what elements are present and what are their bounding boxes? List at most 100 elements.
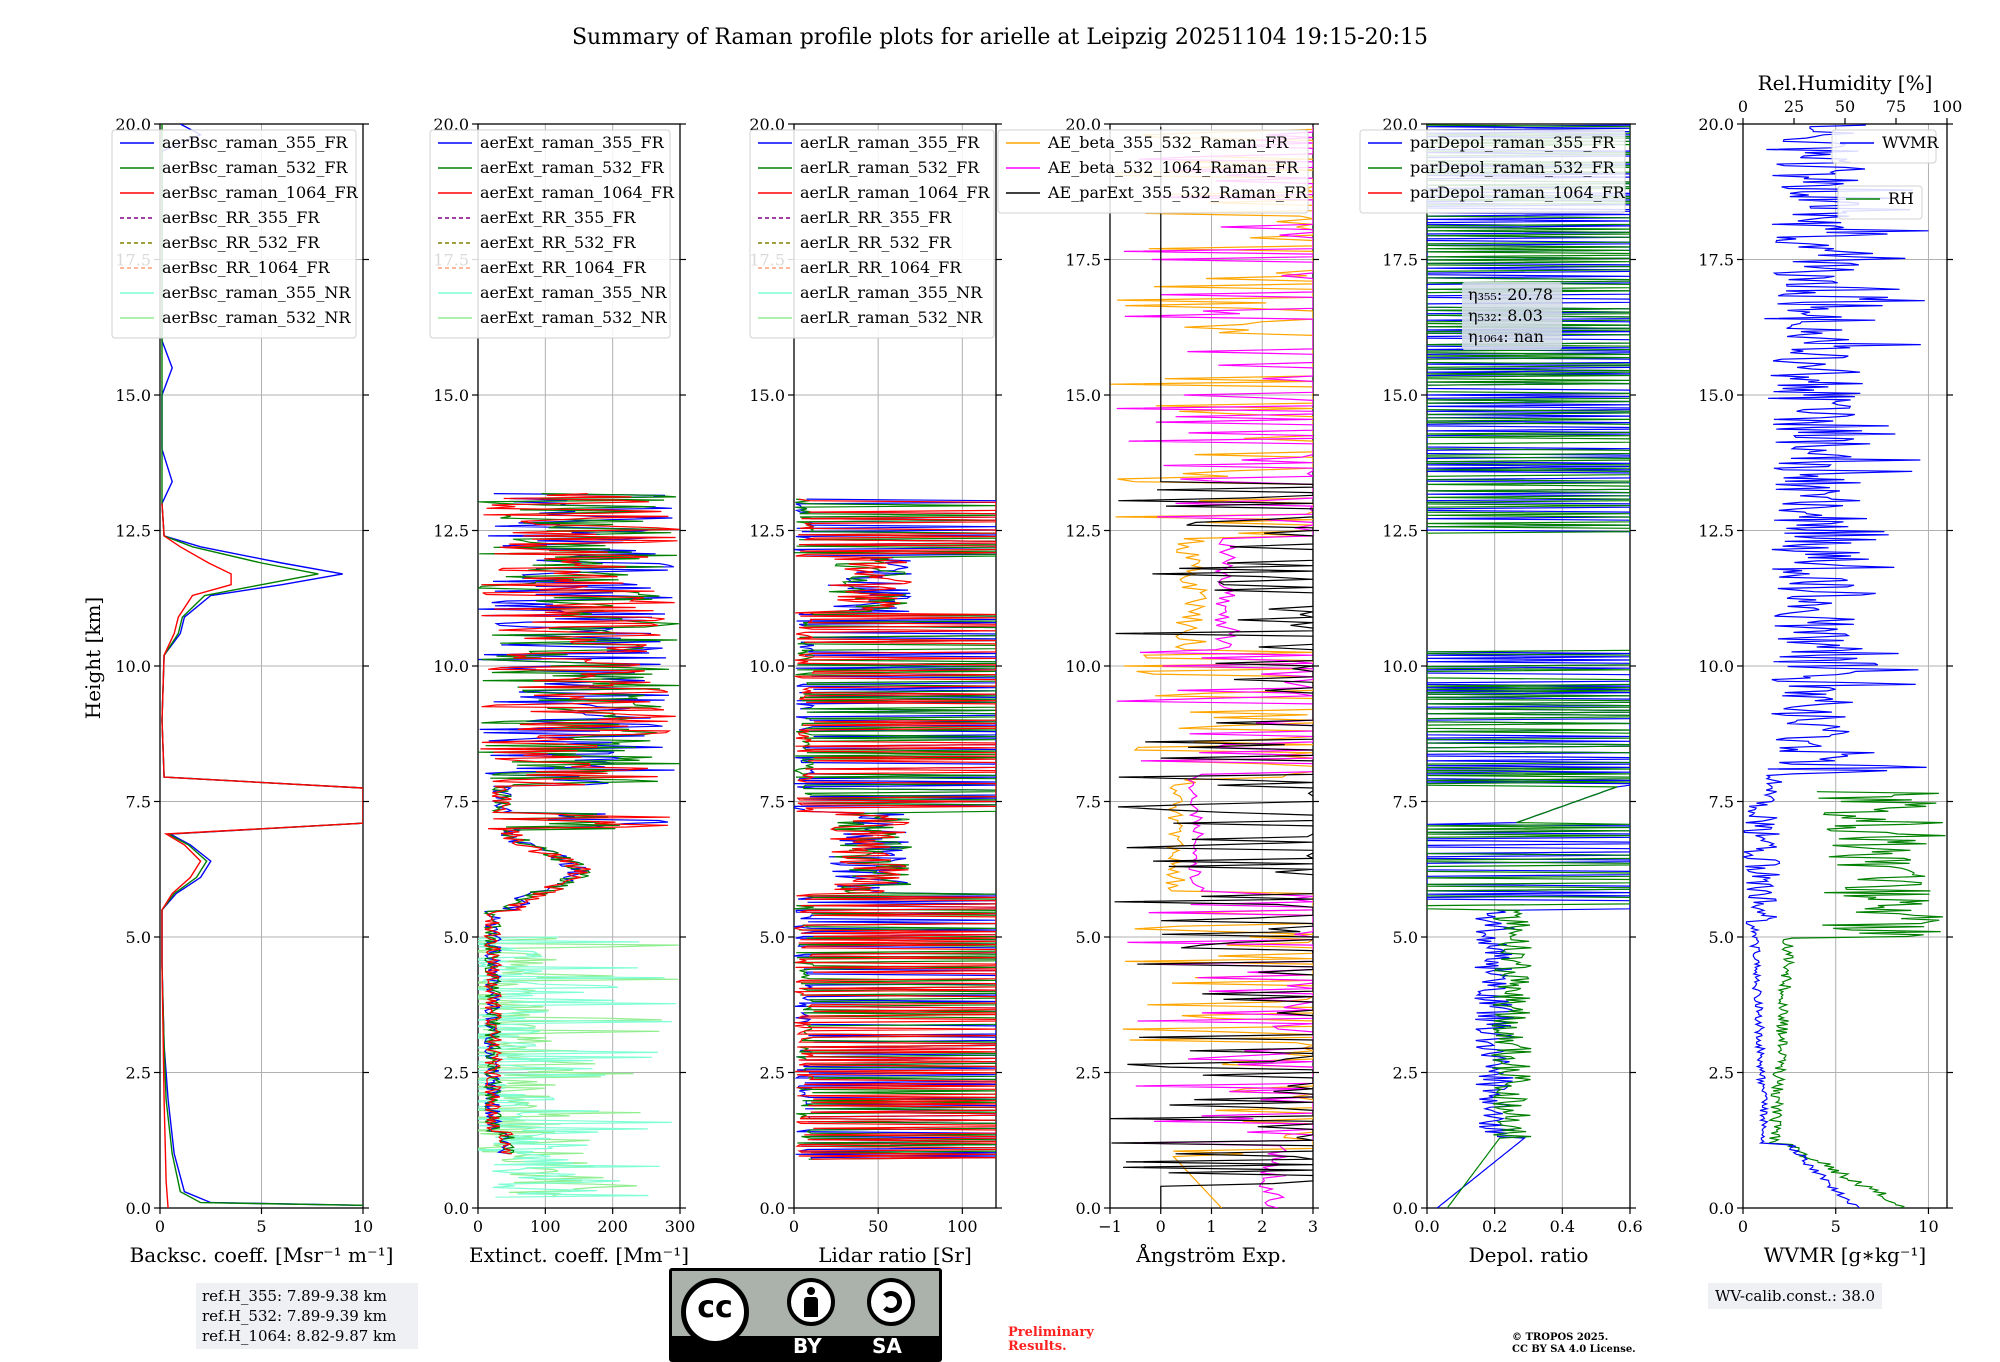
legend-entry: aerBsc_raman_355_NR (162, 283, 351, 302)
legend-entry: aerLR_raman_1064_FR (800, 183, 990, 202)
y-tick-label: 12.5 (1382, 522, 1418, 541)
eta-1064: η₁₀₆₄: nan (1468, 327, 1544, 346)
cc-license-badge: cc BY SA (669, 1268, 942, 1362)
x-tick-label: 5 (256, 1217, 266, 1236)
y-tick-label: 10.0 (1065, 657, 1101, 676)
panel-5: 0.0 2.5 5.0 7.5 10.0 12.5 15.0 17.5 20.0 0.0 0.2 0.… (1359, 115, 1643, 1267)
legend-entry: aerBsc_raman_1064_FR (162, 183, 359, 202)
y-tick-label: 17.5 (1382, 251, 1418, 270)
x-axis-label: Extinct. coeff. [Mm⁻¹] (469, 1243, 689, 1267)
legend-entry: parDepol_raman_532_FR (1410, 158, 1616, 177)
y-tick-label: 10.0 (1698, 657, 1734, 676)
legend-entry: RH (1888, 189, 1914, 208)
x-tick-label: 0.4 (1550, 1217, 1575, 1236)
x-axis-label: Depol. ratio (1469, 1243, 1589, 1267)
legend-entry: parDepol_raman_355_FR (1410, 133, 1616, 152)
badge-sa-text: SA (872, 1334, 902, 1358)
x-tick-label: 0.2 (1482, 1217, 1507, 1236)
y-tick-label: 5.0 (760, 928, 785, 947)
legend-backscatter: aerBsc_raman_355_FR aerBsc_raman_532_FRae… (111, 129, 359, 339)
y-tick-label: 2.5 (1393, 1064, 1418, 1083)
series-aerBsc_raman_1064_FR (161, 503, 363, 1208)
y-tick-label: 5.0 (444, 928, 469, 947)
y-tick-label: 0.0 (1393, 1199, 1418, 1218)
top-x-tick-label: 50 (1835, 97, 1855, 116)
y-tick-label: 12.5 (1698, 522, 1734, 541)
x-axis-label: Backsc. coeff. [Msr⁻¹ m⁻¹] (130, 1243, 394, 1267)
y-tick-label: 7.5 (444, 793, 469, 812)
series-parDepol_raman_355_FR (1427, 650, 1630, 1208)
legend-entry: aerExt_RR_355_FR (480, 208, 637, 227)
y-axis-label: Height [km] (81, 597, 105, 719)
y-tick-label: 2.5 (1709, 1064, 1734, 1083)
panel-4: 0.0 2.5 5.0 7.5 10.0 12.5 15.0 17.5 20.0 −1 0 1 2 3 Ån… (997, 115, 1319, 1267)
x-tick-label: 5 (1831, 1217, 1841, 1236)
y-tick-label: 15.0 (1698, 386, 1734, 405)
cc-logo-icon: cc (681, 1278, 749, 1346)
y-tick-label: 12.5 (433, 522, 469, 541)
x-tick-label: 0 (789, 1217, 799, 1236)
y-tick-label: 20.0 (1065, 115, 1101, 134)
y-tick-label: 12.5 (749, 522, 785, 541)
top-x-tick-label: 25 (1784, 97, 1804, 116)
legend-entry: aerLR_raman_532_NR (800, 308, 983, 327)
y-tick-label: 7.5 (760, 793, 785, 812)
x-tick-label: 100 (947, 1217, 978, 1236)
y-tick-label: 0.0 (760, 1199, 785, 1218)
y-tick-label: 12.5 (115, 522, 151, 541)
series-aerExt_raman_1064_FR (480, 493, 680, 1155)
legend-entry: aerLR_RR_532_FR (800, 233, 952, 252)
panel-2: 0.02.55.07.510.012.515.017.520.001002003… (429, 115, 695, 1267)
y-tick-label: 17.5 (1698, 251, 1734, 270)
x-tick-label: 10 (353, 1217, 373, 1236)
x-axis-label: Lidar ratio [Sr] (818, 1243, 972, 1267)
x-axis-label: Ångström Exp. (1135, 1242, 1286, 1267)
legend-entry: AE_beta_532_1064_Raman_FR (1047, 158, 1299, 177)
legend-rh: RH (1837, 185, 1923, 220)
legend-entry: aerLR_raman_355_FR (800, 133, 980, 152)
legend-entry: aerLR_RR_355_FR (800, 208, 952, 227)
series-aerLR_raman_1064_FR (794, 498, 996, 1160)
y-tick-label: 0.0 (1709, 1199, 1734, 1218)
x-tick-label: 10 (1918, 1217, 1938, 1236)
x-tick-label: 200 (597, 1217, 628, 1236)
legend-entry: aerBsc_RR_355_FR (162, 208, 320, 227)
preliminary-line-2: Results. (1008, 1339, 1067, 1354)
x-tick-label: 3 (1308, 1217, 1318, 1236)
legend-entry: aerBsc_raman_532_NR (162, 308, 351, 327)
share-alike-icon (867, 1278, 915, 1326)
legend-entry: aerBsc_RR_1064_FR (162, 258, 331, 277)
legend-entry: aerExt_RR_1064_FR (480, 258, 647, 277)
y-tick-label: 5.0 (1709, 928, 1734, 947)
top-x-tick-label: 75 (1886, 97, 1906, 116)
legend-extinction: aerExt_raman_355_FR aerExt_raman_532_FRae… (429, 129, 675, 339)
y-tick-label: 15.0 (115, 386, 151, 405)
panel-3: 0.02.55.07.510.012.515.017.520.0050100Li… (749, 115, 1002, 1267)
legend-entry: WVMR (1882, 133, 1939, 152)
preliminary-line-1: Preliminary (1008, 1325, 1094, 1340)
legend-entry: aerBsc_raman_355_FR (162, 133, 348, 152)
y-tick-label: 0.0 (1076, 1199, 1101, 1218)
top-x-axis-label: Rel.Humidity [%] (1758, 71, 1933, 95)
x-tick-label: 0 (155, 1217, 165, 1236)
legend-entry: AE_beta_355_532_Raman_FR (1047, 133, 1289, 152)
eta-532: η₅₃₂: 8.03 (1468, 306, 1543, 325)
eta-box: η₃₅₅: 20.78 η₅₃₂: 8.03 η₁₀₆₄: nan (1462, 282, 1562, 350)
x-tick-label: 1 (1206, 1217, 1216, 1236)
legend-depol: parDepol_raman_355_FR parDepol_raman_532_… (1359, 129, 1626, 214)
y-tick-label: 2.5 (126, 1064, 151, 1083)
y-tick-label: 7.5 (1709, 793, 1734, 812)
legend-box (1359, 129, 1626, 214)
legend-entry: aerLR_RR_1064_FR (800, 258, 962, 277)
y-tick-label: 15.0 (1065, 386, 1101, 405)
x-axis-label: WVMR [g∗kg⁻¹] (1764, 1243, 1926, 1267)
top-x-tick-label: 100 (1932, 97, 1963, 116)
preliminary-note: Preliminary Results. (1008, 1326, 1094, 1354)
legend-box (1837, 185, 1923, 220)
legend-box (111, 129, 357, 339)
y-tick-label: 0.0 (444, 1199, 469, 1218)
series-aerExt_raman_532_NR (478, 936, 679, 1198)
panels-layer: 0.02.55.07.510.012.515.017.520.00510Back… (111, 71, 1963, 1267)
wv-calib-constant: WV-calib.const.: 38.0 (1708, 1283, 1883, 1309)
